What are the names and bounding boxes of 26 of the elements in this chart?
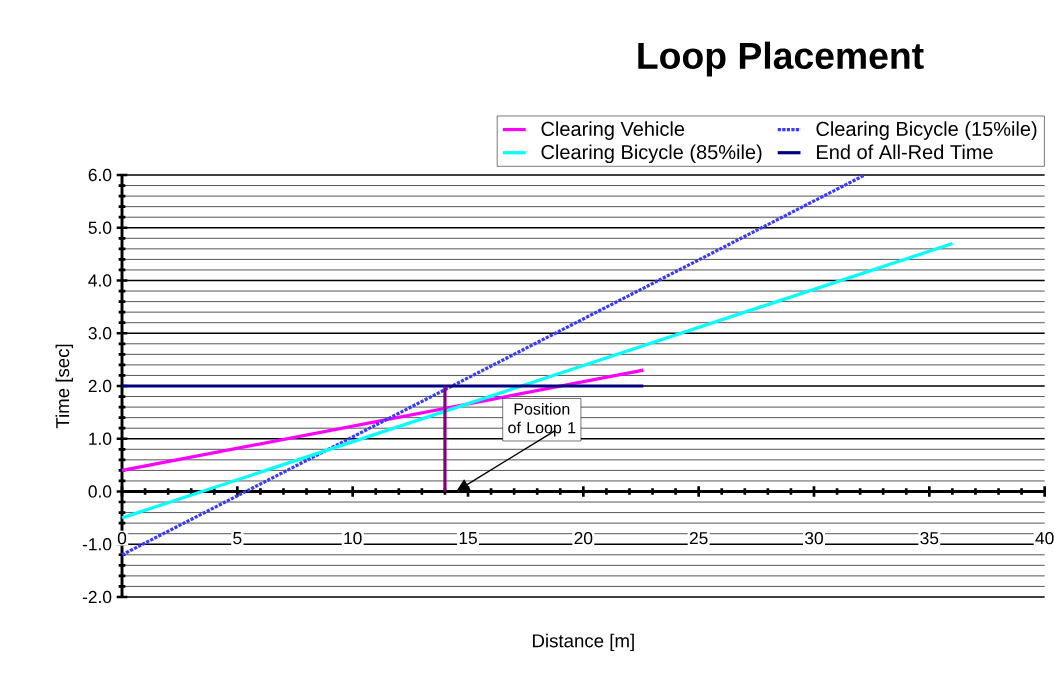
y-tick-label: 4.0 [88, 274, 112, 287]
y-tick-label: 0.0 [88, 485, 112, 498]
x-tick-label: 30 [805, 532, 823, 545]
y-tick-label: 1.0 [89, 432, 112, 445]
x-tick-label: 40 [1035, 532, 1054, 545]
x-tick-label: 0 [117, 532, 127, 545]
y-tick-label: -2.0 [82, 590, 112, 604]
x-tick-label: 5 [233, 532, 242, 545]
x-tick-label: 15 [459, 532, 477, 545]
x-tick-label: 20 [574, 532, 593, 545]
legend-label: End of All-Red Time [817, 144, 993, 160]
x-tick-label: 25 [689, 532, 708, 545]
x-tick-label: 35 [920, 532, 939, 545]
y-tick-label: 6.0 [88, 168, 112, 182]
chart-title: Loop Placement [638, 41, 924, 77]
y-tick-label: -1.0 [82, 538, 112, 551]
x-axis-title: Distance [m] [533, 633, 634, 652]
x-tick-label: 10 [344, 532, 362, 545]
legend-label: Clearing Vehicle [541, 121, 685, 140]
annotation: Position of Loop 1 [508, 402, 576, 437]
y-tick-label: 5.0 [88, 221, 112, 234]
legend-label: Clearing Bicycle (15%ile) [816, 121, 1037, 140]
y-tick-label: 3.0 [88, 327, 112, 340]
y-tick-label: 2.0 [88, 379, 112, 393]
legend-label: Clearing Bicycle (85%ile) [541, 144, 762, 164]
y-axis-title: Time [sec] [55, 344, 73, 429]
